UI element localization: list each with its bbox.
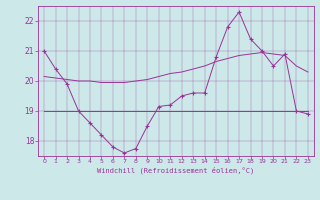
- X-axis label: Windchill (Refroidissement éolien,°C): Windchill (Refroidissement éolien,°C): [97, 167, 255, 174]
